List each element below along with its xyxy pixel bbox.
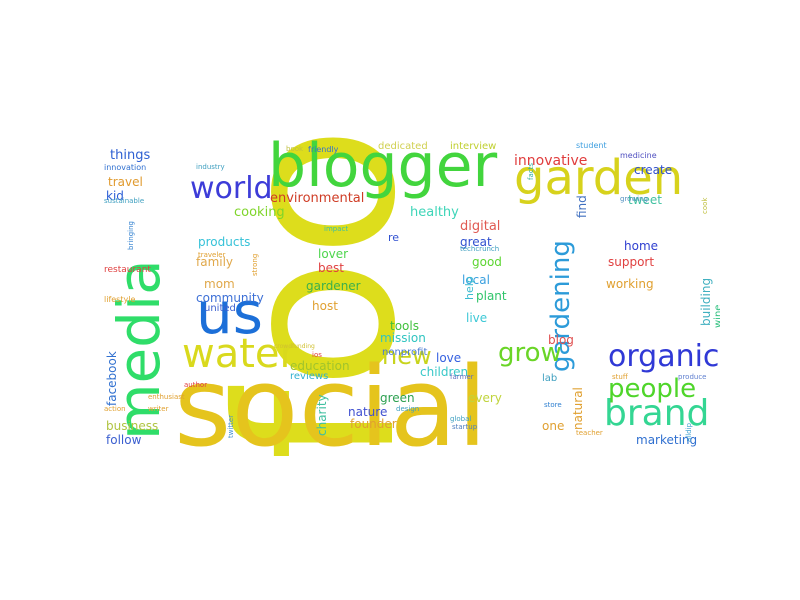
word: natural: [571, 387, 585, 430]
word: alldip: [685, 422, 693, 442]
word: family: [196, 255, 234, 269]
word: lover: [318, 247, 349, 261]
word: help: [463, 276, 476, 300]
word: travel: [108, 175, 143, 189]
word: organic: [608, 339, 720, 374]
word: tools: [390, 319, 419, 333]
word: charity: [315, 394, 329, 436]
word: support: [608, 255, 655, 269]
word: startup: [452, 423, 478, 431]
word: farmer: [450, 373, 474, 381]
word: cook: [701, 197, 709, 214]
word: every: [468, 391, 502, 405]
word: home: [624, 239, 659, 253]
word: teacher: [576, 429, 603, 437]
word: twitter: [227, 414, 235, 438]
word: strong: [251, 253, 259, 276]
word: environmental: [270, 191, 365, 206]
word: nonprofit: [382, 347, 428, 358]
word: host: [312, 299, 338, 313]
word: produce: [678, 373, 707, 381]
word: student: [576, 141, 607, 150]
word: wine: [713, 304, 720, 328]
word: mom: [204, 277, 235, 291]
word: global: [450, 415, 472, 423]
word: grow: [498, 338, 562, 368]
word: best: [318, 261, 344, 275]
word: cooking: [234, 205, 285, 220]
word: techcrunch: [460, 245, 500, 253]
word: building: [699, 277, 713, 326]
word: kid: [106, 189, 124, 203]
word: mission: [380, 331, 426, 345]
word: impact: [324, 225, 349, 233]
word: us: [196, 279, 263, 347]
word: design: [396, 405, 420, 413]
word: tweet: [628, 193, 662, 207]
word: store: [544, 401, 562, 409]
word: author: [184, 381, 208, 389]
word: world: [190, 171, 273, 206]
word: interview: [450, 141, 497, 152]
word: blogger: [268, 134, 498, 201]
word: traveler: [198, 251, 226, 259]
word: medicine: [620, 151, 657, 160]
word: garden: [514, 150, 684, 206]
word: industry: [196, 163, 225, 171]
word: brand: [604, 393, 710, 434]
word: working: [606, 277, 654, 291]
word: great: [460, 235, 492, 249]
word: founder: [350, 417, 397, 431]
word: blog: [548, 333, 574, 347]
word: friendly: [308, 145, 339, 154]
word: facebook: [105, 351, 119, 406]
word: find: [575, 195, 589, 218]
word: marketing: [636, 433, 698, 447]
word: re: [388, 231, 400, 244]
word: water: [182, 331, 296, 377]
word: things: [110, 148, 151, 163]
word: sustainable: [104, 197, 145, 205]
word: nature: [348, 405, 388, 419]
word: ios: [312, 351, 322, 359]
word: people: [608, 374, 697, 404]
word: education: [290, 359, 350, 373]
word: new: [382, 342, 432, 370]
word: crowdfunding: [274, 343, 315, 350]
word: growing: [620, 195, 648, 203]
word: digital: [460, 219, 501, 234]
word: action: [104, 405, 126, 413]
word: writer: [148, 405, 169, 413]
word: dedicated: [378, 141, 428, 152]
word: healthy: [410, 205, 459, 220]
word: enthusiast: [148, 393, 185, 401]
word: one: [542, 419, 565, 433]
word: united: [204, 303, 236, 314]
word: gardener: [306, 279, 361, 293]
word: lifestyle: [104, 295, 136, 304]
word: create: [634, 163, 673, 177]
word: live: [466, 311, 488, 325]
word: plant: [476, 289, 507, 303]
word: book: [286, 145, 304, 153]
word: products: [198, 235, 251, 249]
word: facts: [527, 163, 535, 180]
word: restaurant: [104, 265, 151, 275]
word: good: [472, 255, 502, 269]
word: bringing: [127, 221, 135, 250]
word: business: [106, 419, 159, 433]
word: innovation: [104, 163, 147, 172]
word: stuff: [612, 373, 628, 381]
word: lab: [542, 373, 558, 384]
word: social: [174, 343, 488, 456]
word: love: [436, 351, 462, 365]
word: community: [196, 291, 264, 305]
word: children: [420, 365, 469, 379]
word: reviews: [290, 371, 329, 382]
word: innovative: [514, 153, 588, 169]
word-cloud: food food social blogger media us garden…: [100, 134, 720, 456]
word: follow: [106, 433, 142, 447]
word: green: [380, 391, 415, 405]
word: local: [462, 273, 490, 287]
